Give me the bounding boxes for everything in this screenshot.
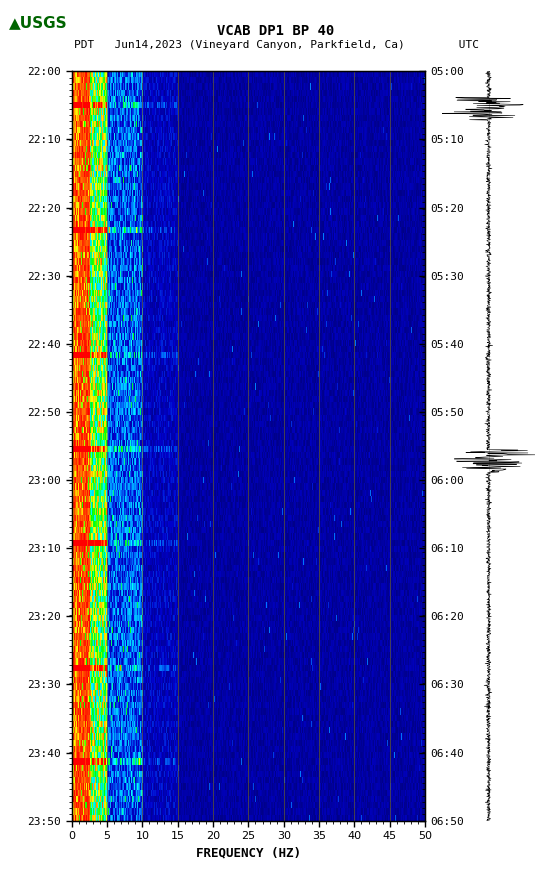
Text: VCAB DP1 BP 40: VCAB DP1 BP 40 bbox=[217, 24, 335, 38]
X-axis label: FREQUENCY (HZ): FREQUENCY (HZ) bbox=[196, 847, 301, 860]
Text: PDT   Jun14,2023 (Vineyard Canyon, Parkfield, Ca)        UTC: PDT Jun14,2023 (Vineyard Canyon, Parkfie… bbox=[73, 39, 479, 50]
Text: ▲USGS: ▲USGS bbox=[9, 15, 68, 29]
